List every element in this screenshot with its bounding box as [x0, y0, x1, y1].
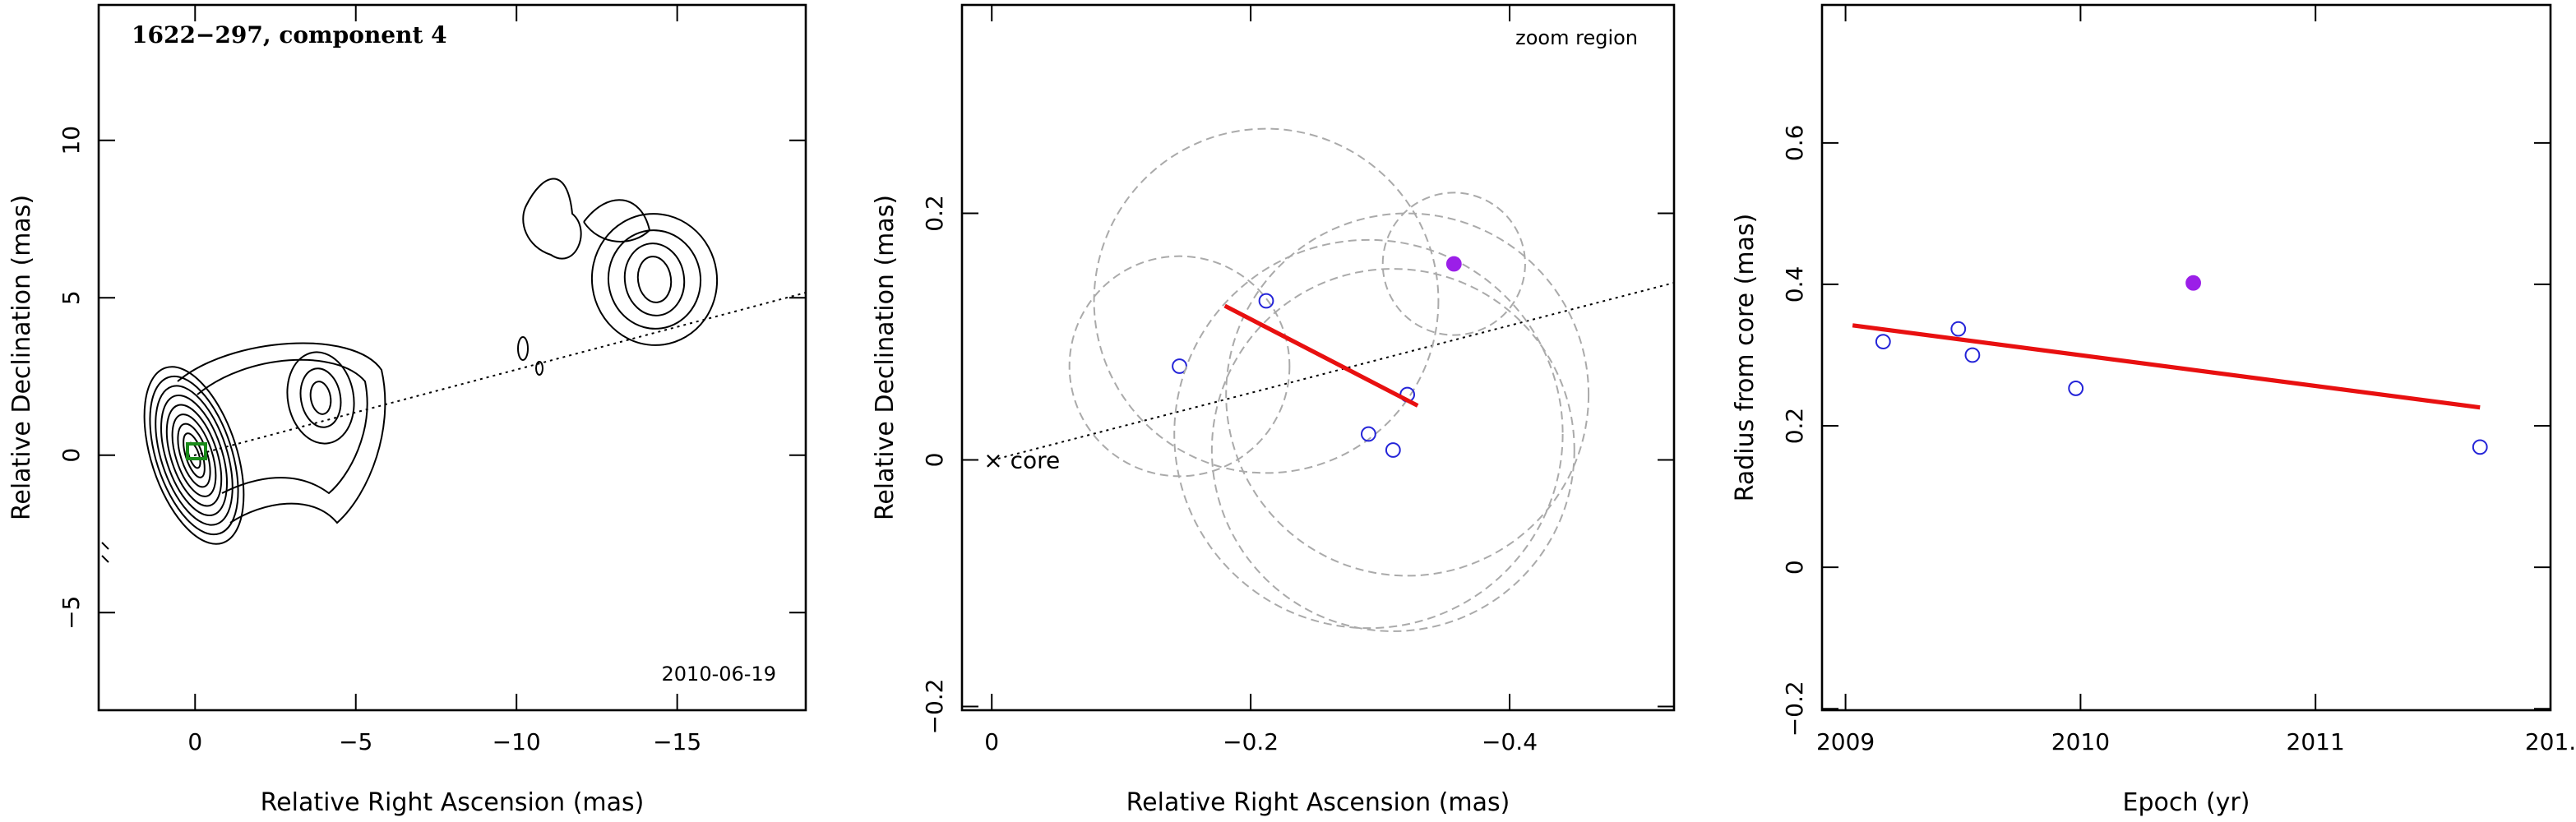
y-tick-label: 0.2	[921, 195, 948, 232]
contour	[299, 367, 342, 428]
x-tick-label: 0	[984, 728, 999, 755]
y-tick-label: 0.4	[1781, 266, 1808, 303]
y-tick-label: −5	[58, 596, 85, 630]
plot-frame	[97, 3, 807, 712]
error-circle	[1225, 212, 1590, 577]
y-tick-label: 5	[58, 290, 85, 305]
y-tick-label: 0	[1781, 560, 1808, 575]
x-tick-label: 2010	[2051, 728, 2110, 755]
contour	[607, 229, 702, 330]
contour	[522, 178, 582, 260]
y-tick-label: 0	[58, 448, 85, 463]
x-axis-label: Relative Right Ascension (mas)	[1126, 788, 1510, 817]
x-tick-label: −0.4	[1482, 728, 1538, 755]
contour	[197, 358, 368, 495]
x-tick-label: 201.	[2525, 728, 2576, 755]
y-tick-label: 0.6	[1781, 125, 1808, 162]
y-tick-label: 10	[58, 126, 85, 155]
point	[1445, 256, 1462, 272]
contour	[286, 351, 355, 445]
plot-frame	[960, 3, 1676, 712]
point	[1950, 321, 1967, 337]
plot-frame	[1820, 3, 2552, 712]
contour	[101, 542, 109, 563]
point	[1875, 334, 1891, 350]
fit-line	[1852, 323, 2481, 410]
contour	[623, 242, 686, 316]
point	[1361, 426, 1376, 442]
error-circle	[1068, 255, 1291, 478]
point	[1258, 293, 1274, 309]
epoch-label: 2010-06-19	[662, 663, 776, 686]
contour	[165, 404, 223, 507]
contour	[583, 199, 651, 242]
y-tick-label: −0.2	[1781, 681, 1808, 737]
contour	[590, 213, 719, 346]
contour	[160, 394, 228, 517]
y-tick-label: −0.2	[921, 679, 948, 735]
jet-axis	[991, 282, 1675, 461]
contour-map	[101, 178, 719, 563]
x-tick-label: −0.2	[1223, 728, 1279, 755]
contour	[309, 381, 332, 415]
contour	[177, 342, 386, 524]
fit-line	[1223, 303, 1419, 408]
panel-title: 1622−297, component 4	[132, 21, 447, 48]
y-tick-label: 0.2	[1781, 408, 1808, 445]
point	[2068, 381, 2084, 396]
contour	[535, 361, 543, 376]
contour	[171, 413, 217, 497]
error-circle	[1173, 238, 1564, 630]
point	[2185, 275, 2201, 291]
contour	[636, 256, 673, 303]
error-circle	[1381, 192, 1526, 336]
contour	[517, 336, 529, 361]
y-axis-label: Relative Declination (mas)	[7, 195, 36, 520]
core-label: × core	[983, 447, 1060, 474]
error-circle	[1210, 268, 1575, 632]
x-axis-label: Epoch (yr)	[2123, 788, 2250, 817]
jet-axis	[193, 292, 807, 456]
y-axis-label: Relative Declination (mas)	[871, 195, 900, 520]
y-axis-label: Radius from core (mas)	[1731, 214, 1760, 502]
error-circle	[1093, 127, 1440, 474]
y-tick-label: 0	[921, 453, 948, 468]
x-tick-label: 2009	[1816, 728, 1875, 755]
x-tick-label: −5	[339, 728, 372, 755]
contour	[155, 385, 234, 526]
component-marker	[186, 442, 207, 460]
x-tick-label: −15	[653, 728, 701, 755]
x-tick-label: 2011	[2287, 728, 2345, 755]
point	[2472, 439, 2488, 455]
x-axis-label: Relative Right Ascension (mas)	[261, 788, 645, 817]
point	[1964, 347, 1981, 363]
contour	[143, 366, 245, 545]
point	[1385, 442, 1401, 458]
zoom-label: zoom region	[1515, 26, 1638, 49]
x-tick-label: −10	[493, 728, 541, 755]
x-tick-label: 0	[187, 728, 202, 755]
